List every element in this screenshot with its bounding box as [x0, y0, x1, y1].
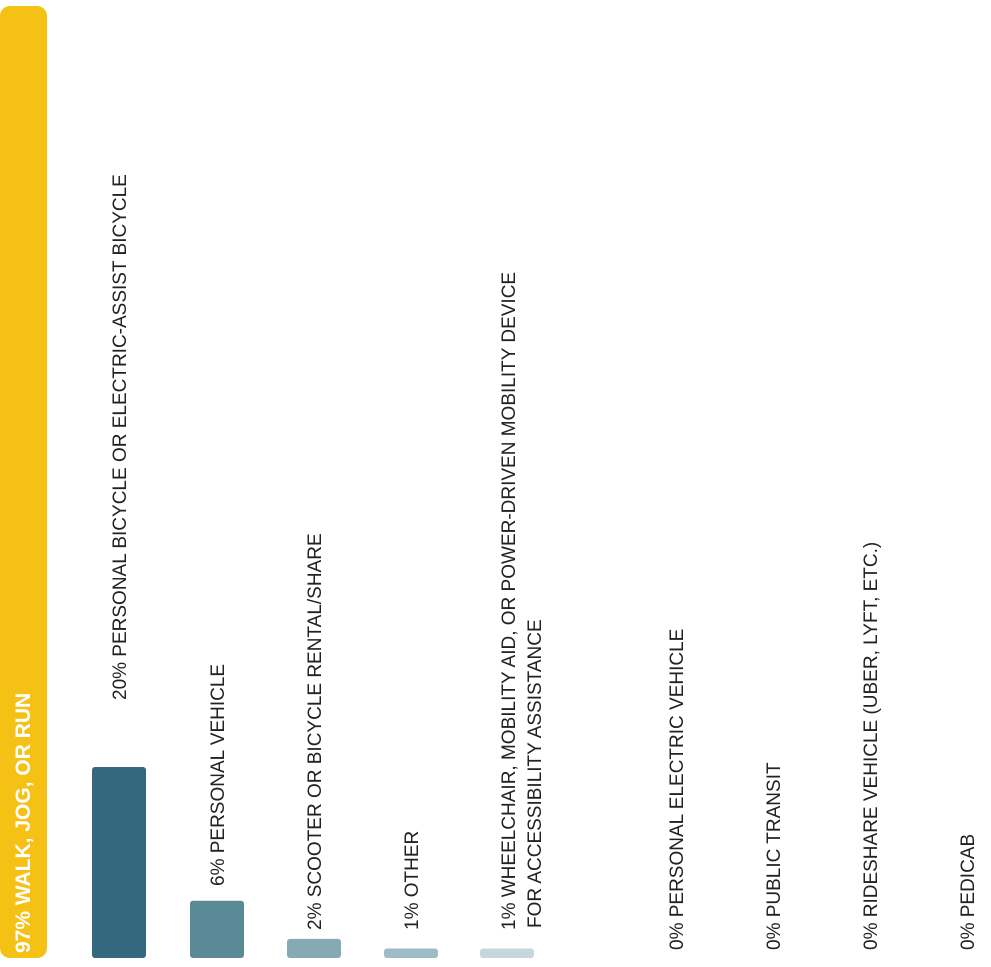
- bar-label-8: 0% RIDESHARE VEHICLE (UBER, LYFT, ETC.): [861, 542, 882, 950]
- bar-5: [480, 948, 534, 958]
- bar-label-5: 1% WHEELCHAIR, MOBILITY AID, OR POWER-DR…: [499, 272, 520, 930]
- bar-4: [384, 948, 438, 958]
- bar-label-6: 0% PERSONAL ELECTRIC VEHICLE: [667, 629, 688, 950]
- bar-label-0: 97% WALK, JOG, OR RUN: [12, 693, 35, 953]
- bar-label-7: 0% PUBLIC TRANSIT: [764, 762, 785, 950]
- bar-label-9: 0% PEDICAB: [958, 834, 979, 950]
- bar-label-2: 6% PERSONAL VEHICLE: [208, 664, 229, 886]
- bar-label-5-line2: FOR ACCESSIBILITY ASSISTANCE: [525, 619, 546, 928]
- bar-0: [0, 6, 47, 958]
- bar-1: [92, 767, 146, 958]
- bar-label-4: 1% OTHER: [402, 831, 423, 930]
- labels-group: 97% WALK, JOG, OR RUN 20% PERSONAL BICYCL…: [12, 174, 979, 953]
- bars-group: [0, 6, 534, 958]
- bar-2: [190, 900, 244, 958]
- bar-3: [287, 938, 341, 958]
- bar-label-1: 20% PERSONAL BICYCLE OR ELECTRIC-ASSIST …: [110, 174, 131, 700]
- bar-label-3: 2% SCOOTER OR BICYCLE RENTAL/SHARE: [305, 533, 326, 930]
